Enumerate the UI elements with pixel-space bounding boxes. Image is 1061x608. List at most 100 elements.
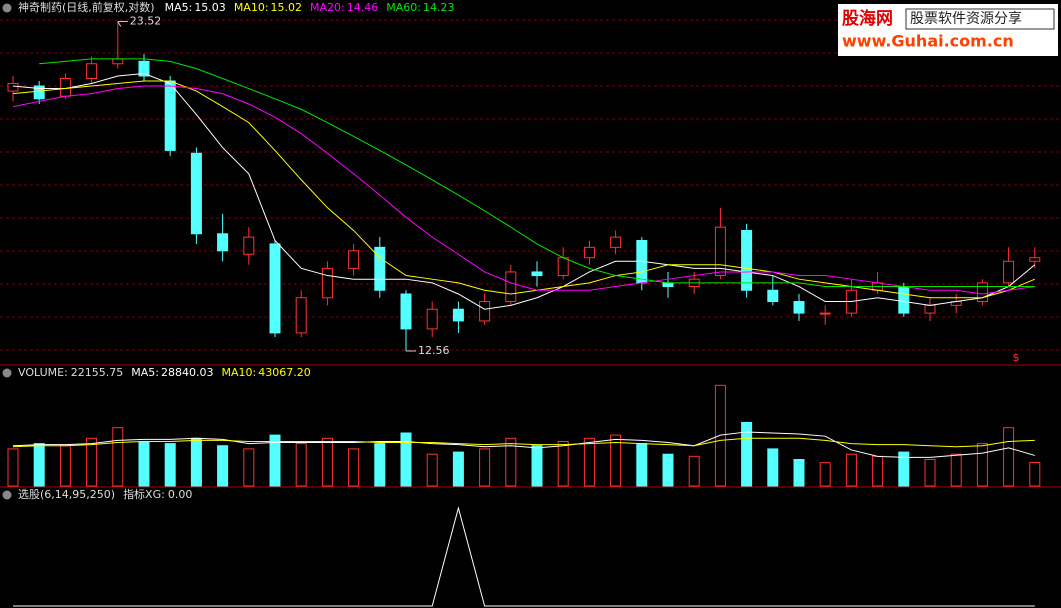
volume-bar (112, 427, 124, 487)
legend-text: MA60: (386, 1, 421, 14)
candle-body (138, 60, 150, 77)
ma-line (39, 58, 1035, 288)
volume-bar (872, 455, 884, 487)
legend-text: MA5: (131, 366, 159, 379)
volume-ma-line (12, 431, 1035, 458)
legend-text: 14.46 (347, 1, 379, 14)
ma-line (12, 73, 1036, 310)
candle-body (610, 236, 622, 248)
watermark-frame (905, 8, 1055, 30)
volume-bar (217, 445, 229, 487)
volume-bar (190, 437, 202, 487)
watermark-slogan: 股票软件资源分享 (910, 10, 1022, 27)
volume-bar (269, 434, 281, 487)
candle-body (190, 152, 202, 235)
legend-text: 指标XG: (123, 487, 165, 501)
candle-body (321, 267, 333, 299)
collapse-icon (2, 490, 12, 500)
candle-body (348, 250, 360, 269)
candle-body (583, 246, 595, 259)
candle-body (374, 246, 386, 291)
collapse-icon (2, 368, 12, 378)
legend-text: 28840.03 (161, 366, 214, 379)
volume-bar (793, 459, 805, 487)
marker: $ (1013, 351, 1020, 364)
volume-bar (164, 443, 176, 487)
candle-body (112, 58, 124, 65)
volume-bar (138, 440, 150, 487)
ma-line (12, 80, 1035, 299)
legend-text: VOLUME: (18, 366, 68, 379)
candle-body (976, 282, 988, 303)
candle-body (479, 301, 491, 322)
price-grid (0, 19, 1061, 351)
legend-text: MA5: (165, 1, 193, 14)
legend-text: 15.02 (271, 1, 303, 14)
candle-body (741, 229, 753, 291)
volume-bar (295, 443, 307, 487)
legend-text: MA10: (222, 366, 257, 379)
candle-body (7, 82, 19, 92)
volume-ma-line (12, 437, 1035, 448)
volume-bar (505, 437, 517, 487)
volume-bar (767, 448, 779, 487)
candle-body (59, 77, 71, 97)
legend-text: MA10: (234, 1, 269, 14)
volume-bar (662, 453, 674, 487)
volume-bar (1029, 462, 1041, 487)
volume-bar (86, 437, 98, 487)
legend-text: 15.03 (194, 1, 226, 14)
volume-bar (59, 445, 71, 487)
legend-text: 选股(6,14,95,250) (18, 488, 115, 501)
volume-bar (976, 443, 988, 487)
volume-bar (583, 437, 595, 487)
candle-body (662, 282, 674, 288)
candle-body (243, 236, 255, 255)
indicator-line (13, 506, 1035, 607)
candle-body (164, 80, 176, 151)
low-label: 12.56 (418, 344, 450, 357)
candle-body (426, 308, 438, 330)
candle-body (452, 308, 464, 322)
volume-bar (531, 445, 543, 487)
volume-bar (924, 459, 936, 487)
volume-bar (610, 434, 622, 487)
high-label: 23.52 (130, 14, 162, 27)
volume-bar (452, 451, 464, 487)
watermark-box (838, 4, 1058, 56)
legend-text: 14.23 (423, 1, 455, 14)
volume-bar (950, 453, 962, 487)
volume-bar (688, 455, 700, 487)
candle-body (557, 257, 569, 277)
candle-body (714, 226, 726, 277)
legend-text: 43067.20 (258, 366, 311, 379)
candle-body (295, 297, 307, 334)
volume-bar (819, 462, 831, 487)
ma-line (12, 85, 1035, 295)
legend-text: 22155.75 (71, 366, 124, 379)
candle-body (793, 301, 805, 314)
volume-bar (400, 432, 412, 487)
volume-bar (741, 421, 753, 487)
watermark-url: www.Guhai.com.cn (842, 32, 1014, 51)
candle-body (400, 293, 412, 330)
candle-body (86, 63, 98, 79)
candle-body (505, 271, 517, 303)
candle-body (767, 289, 779, 303)
legend-text: 神奇制药(日线,前复权,对数) (18, 0, 155, 14)
collapse-icon (2, 3, 12, 13)
watermark: 股海网 股票软件资源分享 www.Guhai.com.cn (838, 4, 1058, 56)
candle-body (531, 271, 543, 277)
volume-bar (557, 440, 569, 487)
volume-bar (348, 448, 360, 487)
candle-body (1029, 257, 1041, 262)
volume-bar (845, 453, 857, 487)
volume-bar (33, 443, 45, 487)
volume-bar (636, 443, 648, 487)
volume-bar (374, 443, 386, 487)
candle-body (898, 286, 910, 314)
high-pointer (117, 20, 128, 27)
volume-bar (243, 448, 255, 487)
